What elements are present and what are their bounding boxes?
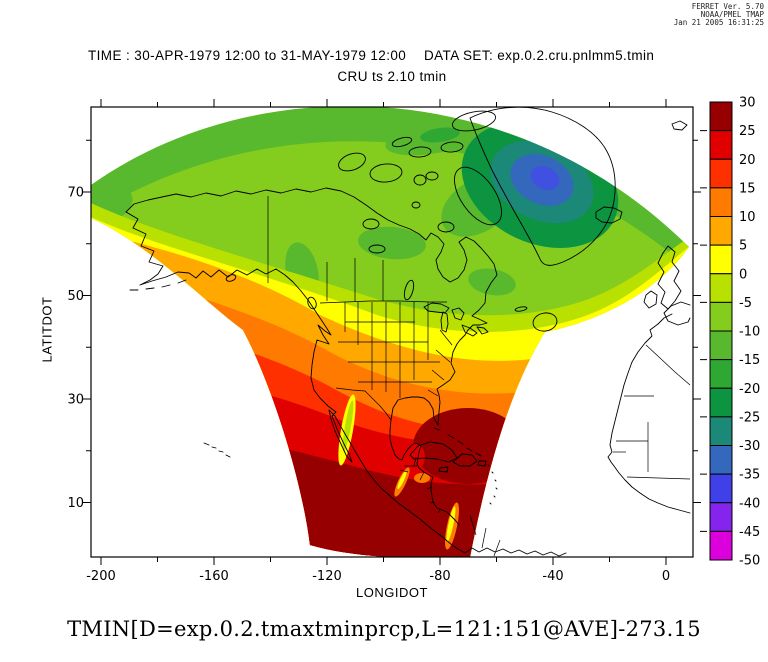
plot-frame: [90, 106, 694, 558]
x-tick-label: -120: [312, 569, 342, 584]
colorbar-block: [709, 387, 733, 418]
colorbar-label: -10: [739, 325, 760, 340]
pacific-coast: [125, 211, 567, 557]
colorbar-label: 20: [739, 153, 756, 168]
political-borders: [267, 196, 501, 557]
arctic-islands: [225, 110, 558, 332]
organization: NOAA/PMEL TMAP: [700, 10, 764, 20]
ferret-version: FERRET Ver. 5.70: [691, 2, 764, 11]
colorbar-block: [709, 416, 733, 446]
colorbar-label: 5: [739, 239, 747, 254]
x-axis-label: LONGIDOT: [356, 585, 428, 600]
dataset-title: DATA SET: exp.0.2.cru.pnlmm5.tmin: [424, 48, 655, 63]
colorbar-block: [709, 359, 733, 389]
colorbar-block: [709, 216, 733, 246]
colorbar-label: -45: [739, 525, 760, 540]
temperature-field: [91, 107, 689, 557]
africa-coast: [607, 313, 691, 514]
axes-layer: -200 -160 -120 -80 -40 0 70 50 30 10: [67, 99, 701, 584]
colorbar-block: [709, 130, 733, 160]
arctic-cold-patch: [420, 127, 460, 143]
colorbar-block: [709, 187, 733, 217]
y-tick-label: 30: [67, 393, 84, 408]
time-range-title: TIME : 30-APR-1979 12:00 to 31-MAY-1979 …: [88, 48, 407, 63]
x-tick-label: -80: [429, 569, 450, 584]
colorbar-label: -50: [739, 554, 760, 569]
colorbar-label: -35: [739, 468, 760, 483]
colorbar-block: [709, 101, 733, 132]
colorbar-block: [709, 473, 733, 504]
colorbar-label: 25: [739, 124, 756, 139]
colorbar-label: -25: [739, 410, 760, 425]
colorbar-label: -20: [739, 382, 760, 397]
colorbar-label: -5: [739, 296, 752, 311]
colorbar-block: [709, 244, 733, 275]
pacific-islands: [129, 279, 231, 458]
colorbar-label: 15: [739, 181, 756, 196]
coastlines: [125, 107, 691, 557]
plot-subtitle: CRU ts 2.10 tmin: [337, 69, 447, 84]
x-tick-label: -200: [86, 569, 116, 584]
x-tick-label: 0: [662, 569, 670, 584]
map-area: [91, 107, 691, 557]
colorbar-block: [709, 502, 733, 532]
colorbar-block: [709, 301, 733, 332]
europe-coast: [595, 120, 691, 326]
colorbar-label: 30: [739, 96, 756, 111]
variable-expression: TMIN[D=exp.0.2.tmaxtminprcp,L=121:151@AV…: [67, 617, 701, 641]
greenland-coast: [469, 107, 616, 266]
colorbar-label: -30: [739, 439, 760, 454]
colorbar: 30 25 20 15 10 5 0 -5 -10 -15 -20 -25 -30 -35 -40 -45 -5…: [700, 96, 760, 569]
colorbar-block: [709, 330, 733, 361]
colorbar-block: [709, 530, 733, 561]
colorbar-label: 0: [739, 267, 747, 282]
colorbar-block: [709, 445, 733, 475]
provenance-block: FERRET Ver. 5.70 NOAA/PMEL TMAP Jan 21 2…: [673, 2, 764, 28]
y-tick-label: 70: [67, 186, 84, 201]
gulf-warm-pool: [413, 408, 523, 484]
colorbar-block: [709, 158, 733, 189]
timestamp: Jan 21 2005 16:31:25: [673, 18, 764, 28]
africa-borders: [613, 344, 691, 480]
colorbar-label: -40: [739, 496, 760, 511]
colorbar-label: -15: [739, 353, 760, 368]
caribbean-islands: [409, 427, 498, 505]
x-tick-label: -40: [542, 569, 563, 584]
x-tick-label: -160: [199, 569, 229, 584]
colorbar-label: 10: [739, 210, 756, 225]
lakes: [362, 218, 489, 337]
colorbar-block: [709, 273, 733, 303]
y-tick-label: 10: [67, 496, 84, 511]
y-tick-label: 50: [67, 289, 84, 304]
